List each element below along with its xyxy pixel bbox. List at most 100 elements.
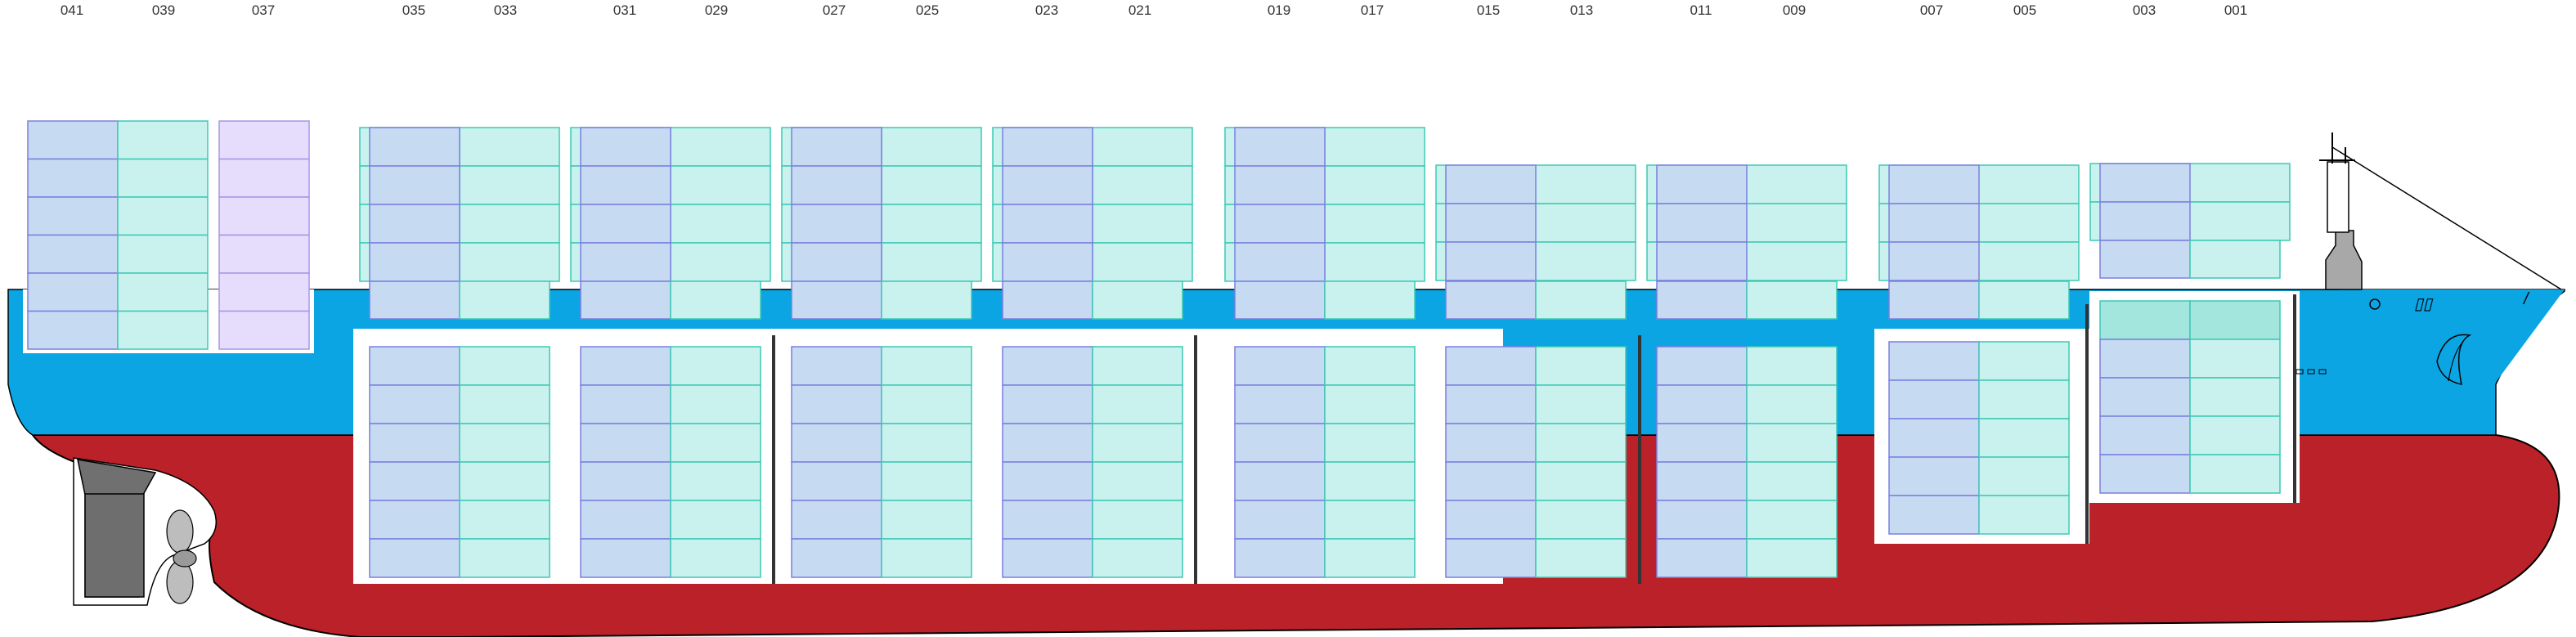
container-in-hold <box>369 384 460 424</box>
container-in-hold <box>1234 346 1326 386</box>
container-in-hold <box>1656 346 1748 386</box>
container-on-deck <box>459 242 560 282</box>
container-in-hold <box>1535 500 1627 540</box>
container-in-hold <box>459 346 550 386</box>
container-bay-039 <box>117 196 209 236</box>
bay-label: 035 <box>402 2 425 18</box>
container-in-hold <box>1445 384 1537 424</box>
container-bay-041 <box>27 196 119 236</box>
bay-label: 009 <box>1783 2 1806 18</box>
container-bay-039 <box>117 310 209 350</box>
container-in-hold <box>1656 423 1748 463</box>
container-bay-039 <box>117 272 209 312</box>
container-in-hold <box>369 500 460 540</box>
container-in-hold <box>1092 384 1183 424</box>
container-in-hold <box>1746 500 1838 540</box>
svg-text:/: / <box>2522 290 2530 308</box>
container-on-deck <box>1888 241 1980 281</box>
container-bay-037 <box>218 272 310 312</box>
container-on-deck <box>2099 240 2191 279</box>
container-on-deck <box>1445 203 1537 243</box>
container-in-hold <box>1234 538 1326 578</box>
container-in-hold <box>1888 495 1980 535</box>
container-in-hold <box>2189 300 2281 340</box>
container-on-deck <box>791 280 882 320</box>
container-in-hold <box>670 384 761 424</box>
container-bay-037 <box>218 120 310 160</box>
container-in-hold <box>1092 346 1183 386</box>
bay-label: 029 <box>705 2 728 18</box>
bay-label: 041 <box>61 2 83 18</box>
container-in-hold <box>1092 538 1183 578</box>
container-on-deck <box>1002 165 1093 205</box>
container-on-deck <box>1002 127 1093 167</box>
container-in-hold <box>791 423 882 463</box>
container-in-hold <box>1002 346 1093 386</box>
container-on-deck <box>1092 280 1183 320</box>
bay-label: 017 <box>1361 2 1384 18</box>
container-in-hold <box>2099 415 2191 455</box>
container-in-hold <box>1324 384 1416 424</box>
container-on-deck <box>580 242 671 282</box>
container-on-deck <box>2189 240 2281 279</box>
container-on-deck <box>791 204 882 244</box>
container-on-deck <box>580 165 671 205</box>
container-in-hold <box>2099 454 2191 494</box>
bay-label: 005 <box>2013 2 2036 18</box>
container-in-hold <box>1746 461 1838 501</box>
container-in-hold <box>881 500 972 540</box>
container-in-hold <box>2099 300 2191 340</box>
container-in-hold <box>369 538 460 578</box>
svg-text:▯▯: ▯▯ <box>2414 295 2434 313</box>
container-on-deck <box>881 204 982 244</box>
container-on-deck <box>1445 280 1537 320</box>
anchor-icon <box>2369 298 2472 385</box>
hatch-cover <box>1874 321 2089 329</box>
container-in-hold <box>1656 461 1748 501</box>
container-in-hold <box>1656 500 1748 540</box>
container-in-hold <box>369 423 460 463</box>
rudder-icon <box>77 459 157 598</box>
container-on-deck <box>1324 204 1425 244</box>
bay-labels: 041 039 037 035 033 031 029 027 025 023 021 019 017 0… <box>61 2 2247 18</box>
container-on-deck <box>1888 280 1980 320</box>
container-in-hold <box>1324 423 1416 463</box>
container-in-hold <box>580 538 671 578</box>
container-in-hold <box>2189 377 2281 417</box>
bay-label: 007 <box>1920 2 1943 18</box>
container-in-hold <box>1978 495 2070 535</box>
container-on-deck <box>670 242 771 282</box>
container-on-deck <box>459 127 560 167</box>
container-on-deck <box>459 204 560 244</box>
container-in-hold <box>459 461 550 501</box>
container-bay-039 <box>117 120 209 160</box>
container-on-deck <box>1234 165 1326 205</box>
container-in-hold <box>1002 384 1093 424</box>
bay-label: 039 <box>152 2 175 18</box>
container-in-hold <box>881 461 972 501</box>
container-in-hold <box>2099 377 2191 417</box>
container-bay-041 <box>27 120 119 160</box>
container-on-deck <box>670 165 771 205</box>
container-on-deck <box>670 204 771 244</box>
container-in-hold <box>2189 454 2281 494</box>
container-on-deck <box>1535 280 1627 320</box>
container-on-deck <box>881 280 972 320</box>
bay-label: 037 <box>252 2 275 18</box>
bay-label: 019 <box>1268 2 1290 18</box>
container-in-hold <box>1978 379 2070 419</box>
container-in-hold <box>1324 500 1416 540</box>
container-in-hold <box>1888 418 1980 458</box>
container-in-hold <box>1978 456 2070 496</box>
container-in-hold <box>580 384 671 424</box>
container-on-deck <box>1888 203 1980 243</box>
container-on-deck <box>1888 164 1980 204</box>
container-in-hold <box>670 538 761 578</box>
bay-label: 015 <box>1477 2 1500 18</box>
container-on-deck <box>1234 242 1326 282</box>
container-bay-037 <box>218 310 310 350</box>
container-on-deck <box>2099 201 2191 241</box>
bay-label: 031 <box>613 2 636 18</box>
container-in-hold <box>881 346 972 386</box>
mast-icon <box>2319 132 2562 290</box>
